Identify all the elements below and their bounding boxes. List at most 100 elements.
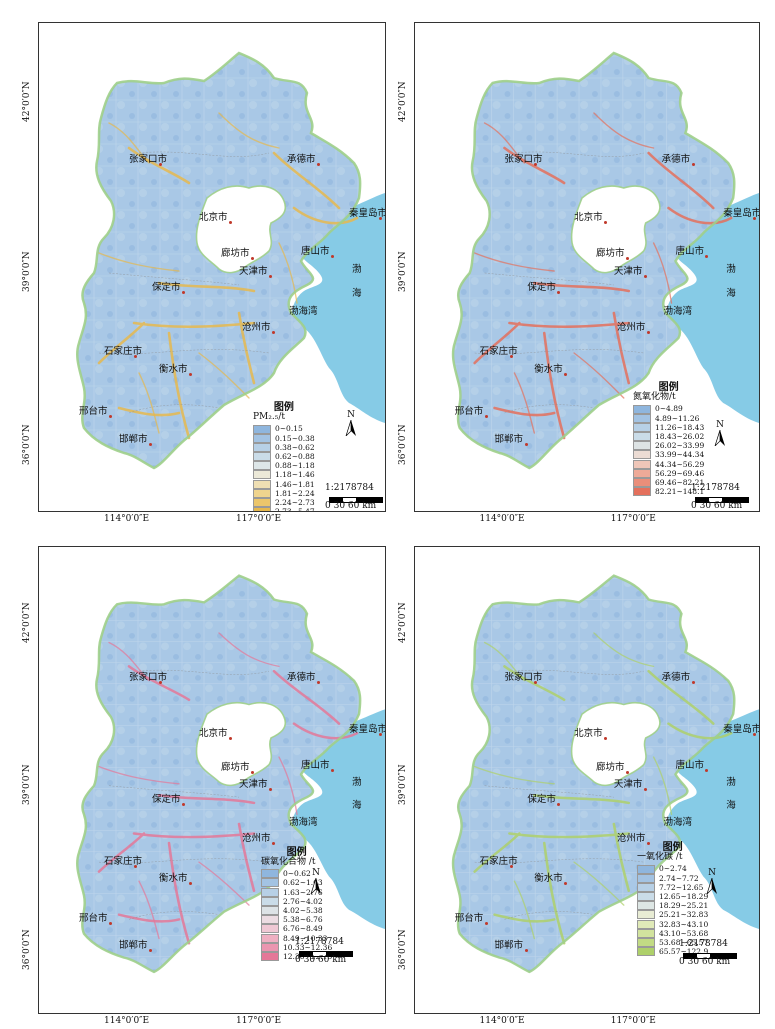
city-marker xyxy=(643,788,647,792)
legend-row: 1.46~1.81 xyxy=(253,480,315,489)
city-label-chengde: 承德市 xyxy=(661,154,691,165)
sea-label-bo: 渤 xyxy=(352,777,362,789)
map-graphic xyxy=(76,51,385,470)
city-label-chengde: 承德市 xyxy=(287,154,316,165)
city-marker xyxy=(272,331,275,334)
sea-label-hai: 海 xyxy=(352,288,362,299)
legend-unit: 氮氧化物/t xyxy=(633,392,676,403)
map-panel-nox: 张家口市 承德市 北京市 秦皇岛市 廊坊市 唐山市 天津市 保定市 沧州市 石家庄市 衡水市 邢台市邯… xyxy=(414,22,760,512)
legend-class-label: 0.62~1.63 xyxy=(283,878,323,888)
legend-row: 6.76~8.49 xyxy=(261,924,332,934)
legend-class-label: 0~0.15 xyxy=(275,424,303,434)
map-panel-pm25: 张家口市 承德市 北京市 秦皇岛市 廊坊市 唐山市 天津市 保定市 沧州市 石家庄市 衡水市 邢台市邯… xyxy=(38,22,386,512)
city-marker xyxy=(159,681,162,685)
city-label-langfang: 廊坊市 xyxy=(221,248,250,259)
beijing-tianjin-gap xyxy=(571,186,660,273)
city-label-qinhuangdao: 秦皇岛市 xyxy=(723,723,760,735)
legend-title: 图例 xyxy=(273,402,294,413)
legend-unit: 一氧化碳 /t xyxy=(637,852,683,863)
city-label-handan: 邯郸市 xyxy=(494,434,524,445)
city-marker xyxy=(534,163,538,166)
legend-swatch xyxy=(261,878,279,888)
legend-class-label: 4.89~11.26 xyxy=(655,413,700,423)
scale-bar xyxy=(329,497,383,503)
legend-row: 26.02~33.99 xyxy=(633,441,704,451)
province-border xyxy=(451,51,736,470)
legend-row: 1.63~2.76 xyxy=(261,888,332,897)
city-marker xyxy=(149,948,152,952)
legend-row: 82.21~148.1 xyxy=(633,487,704,497)
city-marker xyxy=(564,881,568,885)
scale-units: 0 30 60 km xyxy=(295,954,347,965)
city-marker xyxy=(604,736,608,740)
city-label-zhangjiakou: 张家口市 xyxy=(504,672,543,684)
legend-class-label: 43.10~53.68 xyxy=(659,928,709,938)
legend-class-label: 1.81~2.24 xyxy=(275,488,315,498)
sea-label-bohai_bay: 渤海湾 xyxy=(289,817,318,829)
legend: 图例 氮氧化物/t 0~4.89 4.89~11.26 11.26~18.43 18.43… xyxy=(633,382,704,497)
legend-row: 1.18~1.46 xyxy=(253,470,315,480)
legend-swatch xyxy=(253,461,271,471)
legend-row: 33.99~44.34 xyxy=(633,450,704,460)
legend-swatch xyxy=(253,498,271,507)
city-marker xyxy=(269,788,272,792)
city-marker xyxy=(134,864,137,868)
city-label-tangshan: 唐山市 xyxy=(301,760,330,772)
city-marker xyxy=(269,275,272,278)
north-label: N xyxy=(312,867,320,878)
city-label-langfang: 廊坊市 xyxy=(595,761,625,773)
legend-swatch xyxy=(261,924,279,934)
city-label-baoding: 保定市 xyxy=(152,794,181,806)
hotspot-roads xyxy=(473,665,733,945)
city-label-shijiazhuang: 石家庄市 xyxy=(479,346,518,357)
legend-swatch xyxy=(633,468,651,478)
city-marker xyxy=(149,443,152,446)
city-label-shijiazhuang: 石家庄市 xyxy=(104,346,143,357)
legend-class-label: 7.72~12.65 xyxy=(659,882,704,892)
axis-label-lon_114: 114°0′0″E xyxy=(479,514,525,524)
legend-swatch xyxy=(633,432,651,442)
legend-row: 2.74~7.72 xyxy=(637,874,708,883)
legend-swatch xyxy=(637,928,655,938)
axis-label-lat_39: 39°0′0″N xyxy=(22,251,32,292)
scale-ratio: 1:2178784 xyxy=(295,936,344,947)
city-label-tianjin: 天津市 xyxy=(239,266,268,277)
city-label-langfang: 廊坊市 xyxy=(595,248,625,259)
city-marker xyxy=(182,803,185,807)
city-label-xingtai: 邢台市 xyxy=(454,406,484,417)
city-label-shijiazhuang: 石家庄市 xyxy=(104,855,143,867)
bohai-sea xyxy=(292,193,385,423)
legend: 图例 碳氧化合物 /t 0~0.62 0.62~1.63 1.63~2.76 2.76~4… xyxy=(261,847,332,961)
legend-swatch xyxy=(253,442,271,452)
beijing-tianjin-gap xyxy=(196,702,286,786)
legend-class-label: 1.18~1.46 xyxy=(275,470,315,480)
legend-class-label: 0~4.89 xyxy=(655,404,683,414)
legend-swatch xyxy=(637,873,655,883)
legend: 图例 一氧化碳 /t 0~2.74 2.74~7.72 7.72~12.65 12.65~… xyxy=(637,842,709,957)
legend-swatch xyxy=(633,487,651,497)
city-label-zhangjiakou: 张家口市 xyxy=(129,154,168,165)
legend-swatch xyxy=(637,947,655,957)
city-label-tangshan: 唐山市 xyxy=(675,246,704,257)
legend-swatch xyxy=(637,892,655,902)
sea-label-bohai_bay: 渤海湾 xyxy=(663,817,693,829)
legend-class-label: 0~0.62 xyxy=(283,869,311,879)
city-marker xyxy=(229,736,232,740)
sea-label-bohai_bay: 渤海湾 xyxy=(289,306,318,317)
legend-swatch xyxy=(637,901,655,911)
legend-row: 56.29~69.46 xyxy=(633,469,704,478)
scale-bar xyxy=(695,497,749,503)
legend-row: 65.57~122.9 xyxy=(637,947,708,957)
sea-label-bo: 渤 xyxy=(726,264,736,275)
legend-row: 25.21~32.83 xyxy=(637,910,709,920)
axis-label-lat_36: 36°0′0″N xyxy=(22,929,32,971)
north-label: N xyxy=(347,410,355,420)
legend-class-label: 2.24~2.73 xyxy=(275,497,315,507)
city-marker xyxy=(331,769,334,773)
legend-class-label: 2.76~4.02 xyxy=(283,896,323,906)
axis-label-lat_39: 39°0′0″N xyxy=(22,764,32,805)
legend-class-label: 0.38~0.62 xyxy=(275,442,315,452)
legend-class-label: 25.21~32.83 xyxy=(659,910,709,920)
legend-row: 18.29~25.21 xyxy=(637,901,708,911)
legend-class-label: 2.73~5.47 xyxy=(275,507,315,512)
